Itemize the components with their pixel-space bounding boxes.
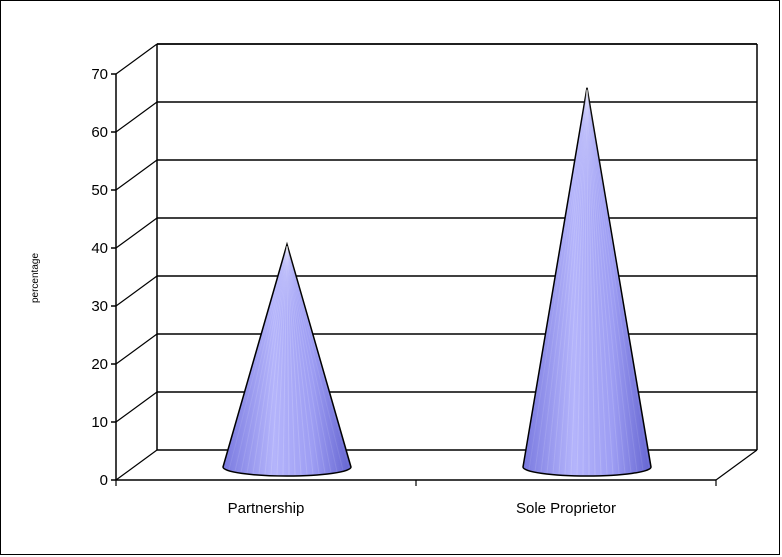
cone-shade <box>552 89 588 474</box>
cone-shade <box>258 246 288 475</box>
floor-right-edge <box>715 449 758 481</box>
axes <box>115 44 758 481</box>
gridlines <box>115 43 757 481</box>
cone-shade <box>586 89 620 474</box>
cone-shade <box>582 89 588 475</box>
y-tick-label: 50 <box>91 182 108 199</box>
cone-body <box>222 241 352 477</box>
y-tick-label: 40 <box>91 240 108 257</box>
cone-shade <box>286 246 308 475</box>
gridline-side <box>115 275 158 307</box>
cone-shade <box>286 246 350 469</box>
gridline-side <box>115 101 158 133</box>
cone-shade <box>252 246 288 474</box>
cone-shade <box>234 246 288 472</box>
cone-shade <box>586 89 590 475</box>
cone-shade <box>286 246 290 475</box>
y-tick-label: 60 <box>91 124 108 141</box>
cone-shade <box>270 246 288 475</box>
cone-shade <box>286 246 344 471</box>
cone-shade <box>286 246 320 474</box>
cone-shade <box>282 246 288 475</box>
gridline-side <box>115 449 158 481</box>
cone-shade <box>586 89 596 475</box>
cone-partnership <box>222 241 352 477</box>
y-tick-label: 70 <box>91 66 108 83</box>
cone-sole-proprietor <box>522 87 652 477</box>
cone-shade <box>534 89 588 472</box>
cone-shade <box>586 89 626 474</box>
x-tick-label: Partnership <box>228 500 305 517</box>
cone-shade <box>576 89 588 475</box>
cone-shade <box>286 246 326 474</box>
cone-shade <box>586 89 650 469</box>
gridline-side <box>115 333 158 365</box>
y-tick-label: 30 <box>91 298 108 315</box>
cone-shade <box>586 89 614 475</box>
cone-shade <box>286 246 302 475</box>
y-tick-label: 20 <box>91 356 108 373</box>
gridline-side <box>115 391 158 423</box>
cone-shade <box>246 246 288 474</box>
cone-shade <box>286 246 314 475</box>
cone-shade <box>586 89 608 475</box>
cone-shade <box>264 246 288 475</box>
cone-shade <box>586 89 602 475</box>
cone-shade <box>240 246 288 473</box>
gridline-side <box>115 217 158 249</box>
cone-shade <box>558 89 588 475</box>
y-axis-title: percentage <box>30 253 41 303</box>
x-tick-label: Sole Proprietor <box>516 500 616 517</box>
gridline-side <box>115 43 158 75</box>
x-tick-labels: Partnership Sole Proprietor <box>228 500 616 517</box>
cone-body <box>522 87 652 477</box>
cone-shade <box>276 246 288 475</box>
y-tick-labels: 0 10 20 30 40 50 60 70 <box>91 66 717 489</box>
cone-shade <box>546 89 588 474</box>
cone-shade <box>286 246 338 472</box>
cone-shade <box>540 89 588 473</box>
cone-shade <box>228 246 288 470</box>
gridline-side <box>115 159 158 191</box>
y-tick-label: 0 <box>100 472 108 489</box>
cone-shade <box>564 89 588 475</box>
y-tick-label: 10 <box>91 414 108 431</box>
cone-shade <box>286 246 332 473</box>
cone-shade <box>286 246 296 475</box>
cone-shade <box>570 89 588 475</box>
cone-shade <box>586 89 644 471</box>
cone-shade <box>586 89 638 472</box>
cone-shade <box>586 89 632 473</box>
cones <box>222 87 652 477</box>
cone-shade <box>528 89 588 470</box>
